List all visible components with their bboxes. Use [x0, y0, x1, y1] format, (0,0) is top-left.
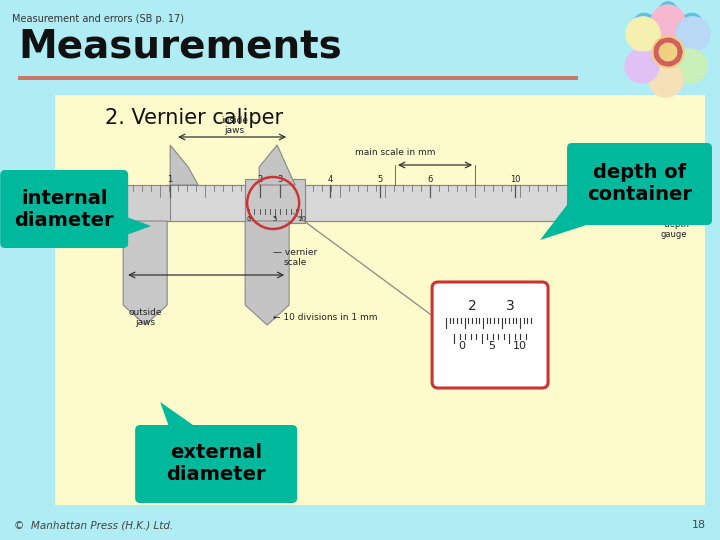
Circle shape	[675, 58, 679, 62]
Circle shape	[678, 50, 682, 54]
FancyBboxPatch shape	[0, 170, 128, 248]
Text: 10: 10	[654, 191, 662, 196]
Circle shape	[676, 17, 710, 51]
Polygon shape	[245, 221, 289, 325]
Text: 4: 4	[328, 175, 333, 184]
Circle shape	[654, 46, 659, 50]
Circle shape	[660, 39, 664, 44]
Text: 0: 0	[459, 341, 466, 351]
Text: 5: 5	[489, 341, 495, 351]
Polygon shape	[540, 198, 602, 240]
Text: 10: 10	[297, 216, 307, 222]
Text: outside: outside	[128, 308, 162, 317]
Text: Measurement and errors (SB p. 17): Measurement and errors (SB p. 17)	[12, 14, 184, 24]
Bar	[583, 191, 663, 207]
Text: 18: 18	[692, 520, 706, 530]
Text: 3: 3	[277, 175, 283, 184]
Circle shape	[654, 54, 659, 58]
Text: 2: 2	[468, 299, 477, 313]
Polygon shape	[123, 216, 151, 236]
Text: scale: scale	[283, 258, 307, 267]
Text: gauge: gauge	[660, 230, 686, 239]
Text: 5: 5	[377, 175, 383, 184]
Bar	[55, 95, 705, 505]
Text: —depth: —depth	[657, 220, 690, 229]
Text: 0: 0	[112, 175, 118, 184]
Circle shape	[626, 17, 660, 51]
Text: external
diameter: external diameter	[166, 443, 266, 484]
Text: jaws: jaws	[224, 126, 244, 135]
Text: — vernier: — vernier	[273, 248, 318, 257]
Polygon shape	[160, 402, 200, 430]
Text: cm: cm	[655, 200, 667, 209]
Text: 3: 3	[505, 299, 514, 313]
Bar	[165, 185, 245, 221]
Text: 2: 2	[258, 175, 263, 184]
Circle shape	[673, 49, 707, 83]
Circle shape	[651, 5, 685, 39]
Text: Measurements: Measurements	[18, 28, 342, 66]
Bar	[115, 185, 170, 221]
Polygon shape	[123, 221, 167, 325]
FancyBboxPatch shape	[432, 282, 548, 388]
Circle shape	[675, 42, 679, 46]
Circle shape	[668, 38, 672, 42]
Text: 0: 0	[247, 216, 251, 222]
Circle shape	[625, 49, 659, 83]
Text: 5: 5	[273, 216, 277, 222]
Text: 10: 10	[510, 175, 521, 184]
Text: depth of
container: depth of container	[587, 164, 692, 205]
Bar	[305, 185, 605, 221]
Polygon shape	[259, 145, 295, 185]
Text: internal
diameter: internal diameter	[14, 188, 114, 230]
Circle shape	[649, 63, 683, 97]
Bar	[165, 185, 605, 221]
Text: 1: 1	[168, 175, 173, 184]
Text: inside: inside	[220, 116, 248, 125]
Circle shape	[660, 60, 664, 64]
Text: 2. Vernier caliper: 2. Vernier caliper	[105, 108, 283, 128]
Text: ©  Manhattan Press (H.K.) Ltd.: © Manhattan Press (H.K.) Ltd.	[14, 520, 174, 530]
Bar	[575, 185, 605, 221]
Circle shape	[652, 36, 684, 68]
Text: 6: 6	[428, 175, 433, 184]
Bar	[645, 185, 685, 221]
Text: jaws: jaws	[135, 318, 156, 327]
Text: 10: 10	[513, 341, 527, 351]
Circle shape	[668, 62, 672, 66]
Polygon shape	[170, 145, 198, 185]
Text: main scale in mm: main scale in mm	[355, 148, 436, 157]
Bar	[245, 179, 305, 223]
FancyBboxPatch shape	[567, 143, 712, 225]
Bar	[18, 76, 578, 80]
Text: ← 10 divisions in 1 mm: ← 10 divisions in 1 mm	[273, 313, 377, 322]
FancyBboxPatch shape	[135, 425, 297, 503]
